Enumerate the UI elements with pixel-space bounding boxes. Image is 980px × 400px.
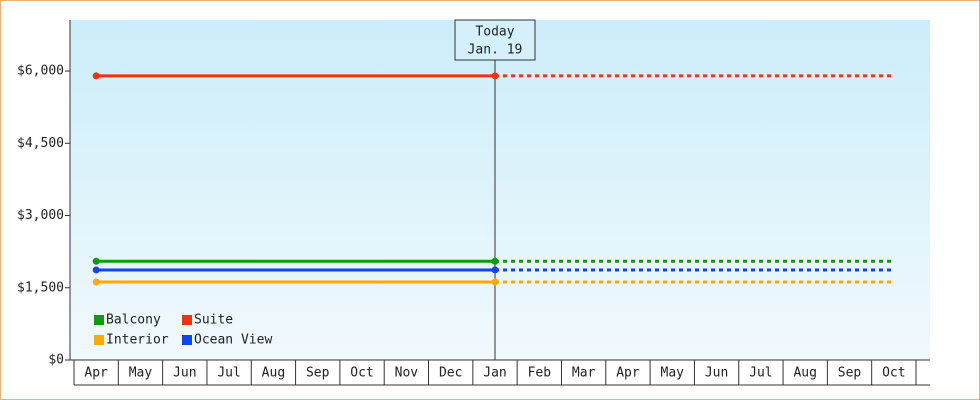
x-tick-label: Oct (350, 366, 373, 381)
x-tick-label: Nov (395, 366, 419, 381)
x-tick-label: Oct (882, 366, 905, 381)
x-tick-label: Feb (528, 366, 552, 381)
y-tick-label: $0 (48, 353, 64, 368)
x-tick-label: Jun (705, 366, 728, 381)
x-tick-label: May (129, 366, 153, 381)
legend-swatch (94, 335, 104, 345)
point (92, 266, 100, 274)
point (92, 278, 100, 286)
x-tick-label: Apr (616, 366, 640, 381)
x-tick-label: Sep (838, 366, 862, 381)
x-tick-label: Aug (262, 366, 285, 381)
x-tick-label: Aug (793, 366, 816, 381)
x-tick-label: Dec (439, 366, 462, 381)
x-tick-label: Jul (217, 366, 240, 381)
x-tick-label: May (661, 366, 685, 381)
point (92, 72, 100, 80)
x-tick-label: Sep (306, 366, 330, 381)
x-tick-label: Apr (84, 366, 108, 381)
legend-swatch (182, 335, 192, 345)
x-tick-label: Jan (483, 366, 506, 381)
y-tick-label: $6,000 (17, 64, 64, 79)
legend-swatch (182, 315, 192, 325)
legend-label: Balcony (106, 313, 161, 328)
legend-label: Suite (194, 313, 233, 328)
x-tick-label: Jun (173, 366, 196, 381)
point (491, 72, 499, 80)
x-tick-label: Mar (572, 366, 596, 381)
point (491, 266, 499, 274)
x-tick-label: Jul (749, 366, 772, 381)
today-label: Jan. 19 (468, 43, 523, 58)
y-tick-label: $4,500 (17, 136, 64, 151)
today-box (454, 19, 536, 61)
point (92, 257, 100, 265)
today-label: Today (475, 25, 514, 40)
legend-label: Ocean View (194, 333, 272, 348)
point (491, 257, 499, 265)
y-tick-label: $1,500 (17, 280, 64, 295)
legend-label: Interior (106, 333, 169, 348)
plot-area (70, 20, 930, 360)
y-tick-label: $3,000 (17, 208, 64, 223)
legend-swatch (94, 315, 104, 325)
point (491, 278, 499, 286)
